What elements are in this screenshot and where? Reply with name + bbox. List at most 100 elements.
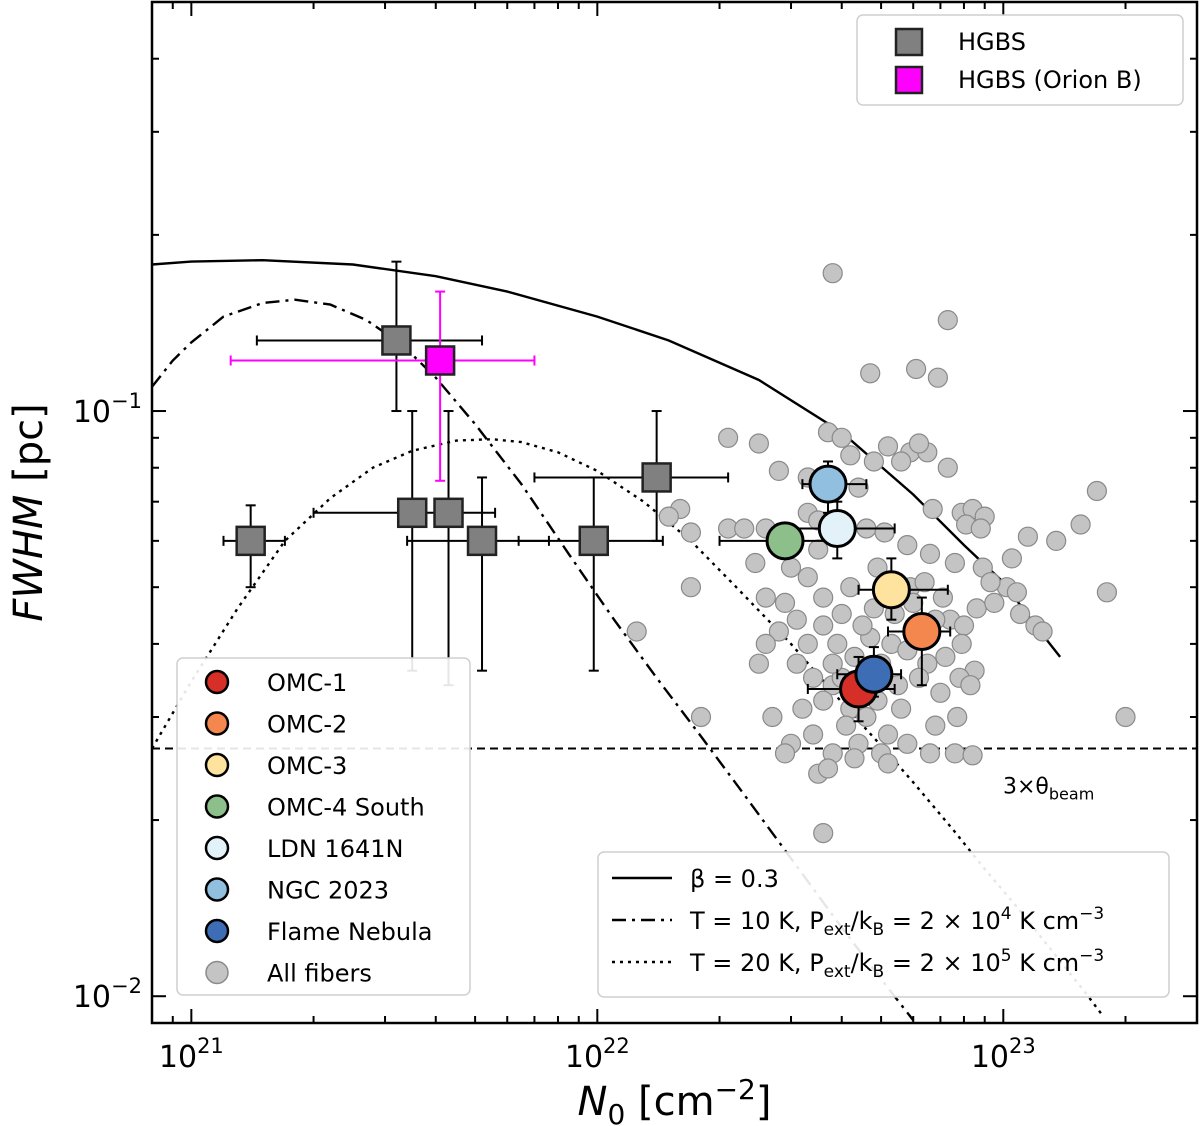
fiber-point: [717, 427, 739, 448]
hgbs-square: [578, 525, 610, 557]
y-tick-label: 10−2: [73, 974, 142, 1015]
fiber-point: [780, 557, 802, 578]
legend-region-label: LDN 1641N: [267, 835, 403, 863]
fiber-point: [774, 592, 796, 614]
region-marker-flame-nebula: [854, 654, 894, 694]
fiber-point: [802, 724, 824, 745]
fiber-point: [813, 690, 834, 711]
fiber-point: [831, 427, 852, 448]
fiber-point: [1096, 582, 1118, 603]
region-marker-omc-3: [871, 570, 911, 610]
fiber-point: [1032, 621, 1053, 642]
legend-curves: β = 0.3 T = 10 K, Pext/kB = 2 × 104 K cm−…: [597, 851, 1170, 998]
fiber-point: [966, 598, 987, 619]
fiber-point: [797, 633, 818, 655]
legend-region-marker: [204, 877, 230, 902]
x-tick-label: 1021: [159, 1034, 224, 1075]
region-marker-omc-2: [902, 612, 942, 652]
x-axis-label: N0 [cm−2]: [578, 1073, 772, 1126]
legend-upper-marker: [894, 27, 924, 57]
fiber-point: [905, 358, 927, 380]
hgbs-square: [396, 497, 428, 529]
y-tick-label: 10−1: [73, 389, 142, 430]
fiber-point: [797, 567, 818, 588]
legend-upper-frame: [856, 14, 1184, 106]
fiber-point: [848, 477, 869, 498]
legend-region-label: OMC-3: [267, 752, 347, 780]
fiber-point: [970, 518, 991, 539]
fiber-point: [908, 667, 930, 688]
fiber-point: [748, 653, 770, 674]
fiber-point: [908, 433, 930, 454]
fiber-point: [745, 552, 766, 574]
fiber-point: [840, 445, 861, 466]
fiber-point: [951, 633, 972, 655]
legend-curve-label-t10: T = 10 K, Pext/kB = 2 × 104 K cm−3: [689, 904, 1104, 940]
fiber-point: [1115, 706, 1136, 728]
legend-region-label: OMC-2: [267, 711, 347, 739]
fiber-point: [755, 587, 776, 608]
fiber-point: [947, 706, 968, 728]
fiber-point: [768, 460, 790, 481]
legend-fiber-marker: [205, 960, 229, 985]
fiber-point: [768, 621, 790, 642]
fiber-point: [935, 646, 956, 668]
fiber-point: [984, 592, 1005, 614]
fiber-point: [944, 552, 966, 574]
fiber-point: [980, 572, 1001, 593]
fiber-point: [877, 724, 899, 745]
fiber-point: [937, 310, 958, 331]
curve-t10: [152, 298, 915, 1021]
fiber-point: [817, 758, 839, 779]
hgbs-point-5-errorbar: [517, 476, 664, 672]
fiber-point: [856, 706, 877, 728]
fiber-point: [919, 543, 941, 565]
fiber-point: [932, 587, 954, 608]
hgbs-point-1-errorbar: [255, 260, 484, 413]
legend-region-marker: [204, 669, 230, 695]
all-fibers-points: [626, 263, 1136, 844]
region-marker-ngc-2023: [808, 464, 848, 504]
legend-region-label: NGC 2023: [267, 877, 389, 905]
hgbs-point-4-errorbar: [406, 476, 550, 672]
fiber-point: [852, 615, 873, 636]
hgbs-square: [433, 497, 464, 529]
fiber-point: [690, 706, 712, 728]
axes: 1021 1022 1023 10−2 10−1 N0 [cm−2] FWHM [pc] 3×…: [6, 0, 1199, 1126]
x-tick-label: 1022: [565, 1034, 630, 1075]
beam-label: 3×θbeam: [1003, 775, 1094, 804]
fiber-point: [874, 522, 895, 543]
fiber-point: [944, 743, 966, 764]
hgbs-square: [381, 325, 412, 356]
fiber-point: [890, 698, 912, 719]
fiber-point: [840, 577, 861, 598]
fiber-point: [626, 621, 647, 642]
legend-region-marker: [204, 835, 230, 861]
fiber-point: [897, 534, 918, 556]
fiber-point: [962, 745, 983, 766]
fiber-point: [925, 715, 946, 736]
region-points: [718, 460, 952, 723]
legend-upper: HGBS HGBS (Orion B): [856, 14, 1184, 106]
fiber-point: [877, 753, 899, 774]
legend-curve-label-beta: β = 0.3: [690, 865, 779, 893]
legend-curve-label-t20: T = 20 K, Pext/kB = 2 × 105 K cm−3: [689, 946, 1104, 982]
legend-region-marker: [204, 918, 230, 944]
region-marker-ldn-1641n: [817, 508, 857, 548]
fiber-point: [863, 451, 885, 472]
fiber-point: [927, 367, 949, 388]
fiber-point: [890, 451, 912, 472]
fiber-point: [680, 522, 702, 543]
legend-region-label: OMC-4 South: [267, 794, 425, 822]
fiber-point: [953, 615, 975, 636]
fiber-point: [1086, 480, 1108, 502]
fiber-point: [813, 587, 834, 608]
hgbs-orion-square: [424, 345, 456, 376]
fiber-point: [762, 706, 783, 728]
fiber-point: [748, 433, 770, 454]
fiber-point: [930, 682, 951, 703]
fiber-point: [844, 748, 865, 769]
plot-frame: [150, 0, 1199, 1025]
y-axis-label: FWHM [pc]: [6, 403, 52, 621]
